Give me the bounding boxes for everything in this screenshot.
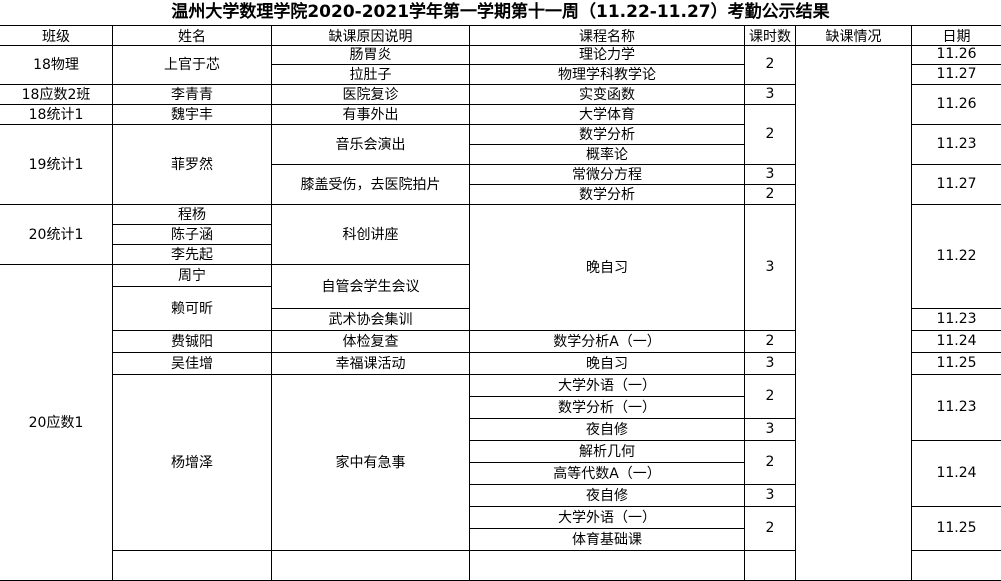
cell-reason[interactable]: 膝盖受伤，去医院拍片 xyxy=(272,164,470,205)
cell-date[interactable]: 11.22 xyxy=(912,204,1001,309)
cell-date[interactable]: 11.26 xyxy=(912,44,1001,65)
cell-name[interactable]: 上官于芯 xyxy=(113,44,272,85)
cell-hours[interactable]: 3 xyxy=(745,418,796,441)
cell-course[interactable]: 夜自修 xyxy=(470,484,745,507)
cell-hours[interactable]: 2 xyxy=(745,184,796,205)
cell-course[interactable]: 数学分析 xyxy=(470,184,745,205)
cell-absence[interactable] xyxy=(796,44,912,581)
cell-course[interactable]: 大学外语（一） xyxy=(470,374,745,397)
cell-class[interactable]: 18统计1 xyxy=(0,104,113,125)
cell-date[interactable]: 11.25 xyxy=(912,506,1001,551)
cell-class[interactable]: 18应数2班 xyxy=(0,84,113,105)
cell-date[interactable]: 11.23 xyxy=(912,308,1001,331)
cell-course[interactable]: 体育基础课 xyxy=(470,528,745,551)
cell-course[interactable]: 概率论 xyxy=(470,144,745,165)
cell-course[interactable]: 高等代数A（一） xyxy=(470,462,745,485)
cell-date[interactable]: 11.26 xyxy=(912,84,1001,125)
header-class[interactable]: 班级 xyxy=(0,25,113,46)
cell-date[interactable]: 11.25 xyxy=(912,352,1001,375)
cell-course[interactable]: 数学分析（一） xyxy=(470,396,745,419)
cell-reason[interactable]: 自管会学生会议 xyxy=(272,264,470,309)
cell-name[interactable]: 杨增泽 xyxy=(113,374,272,551)
cell-hours[interactable]: 3 xyxy=(745,84,796,105)
cell-date[interactable]: 11.24 xyxy=(912,330,1001,353)
header-name[interactable]: 姓名 xyxy=(113,25,272,46)
cell-name[interactable]: 吴佳增 xyxy=(113,352,272,375)
header-reason[interactable]: 缺课原因说明 xyxy=(272,25,470,46)
cell-name[interactable]: 魏宇丰 xyxy=(113,104,272,125)
cell-reason[interactable]: 幸福课活动 xyxy=(272,352,470,375)
header-course[interactable]: 课程名称 xyxy=(470,25,745,46)
cell-reason[interactable]: 科创讲座 xyxy=(272,204,470,265)
cell-course[interactable]: 常微分方程 xyxy=(470,164,745,185)
cell-hours[interactable]: 2 xyxy=(745,104,796,165)
cell-name[interactable]: 菲罗然 xyxy=(113,124,272,205)
cell-hours[interactable]: 2 xyxy=(745,506,796,551)
cell-hours[interactable]: 2 xyxy=(745,374,796,419)
cell-reason[interactable]: 医院复诊 xyxy=(272,84,470,105)
cell-class[interactable]: 20应数1 xyxy=(0,264,113,581)
cell-hours[interactable]: 2 xyxy=(745,44,796,85)
cell-date[interactable]: 11.24 xyxy=(912,440,1001,507)
cell-date[interactable]: 11.23 xyxy=(912,374,1001,441)
header-hours[interactable]: 课时数 xyxy=(745,25,796,46)
cell-name[interactable]: 周宁 xyxy=(113,264,272,287)
cell-course[interactable]: 晚自习 xyxy=(470,204,745,331)
header-absence[interactable]: 缺课情况 xyxy=(796,25,912,46)
attendance-table: 班级 姓名 缺课原因说明 课程名称 课时数 缺课情况 日期 18物理 18应数2班 18统计1 19… xyxy=(0,25,1001,581)
cell-course[interactable]: 解析几何 xyxy=(470,440,745,463)
cell-hours[interactable]: 3 xyxy=(745,484,796,507)
cell-hours[interactable]: 2 xyxy=(745,330,796,353)
cell-name[interactable]: 程杨 xyxy=(113,204,272,225)
cell-course[interactable]: 理论力学 xyxy=(470,44,745,65)
cell-course[interactable]: 大学外语（一） xyxy=(470,506,745,529)
cell-hours[interactable]: 2 xyxy=(745,440,796,485)
cell-name[interactable]: 李青青 xyxy=(113,84,272,105)
cell-course[interactable]: 数学分析 xyxy=(470,124,745,145)
cell-course[interactable]: 大学体育 xyxy=(470,104,745,125)
cell-reason[interactable]: 音乐会演出 xyxy=(272,124,470,165)
cell-name[interactable]: 李先起 xyxy=(113,244,272,265)
cell-course[interactable]: 夜自修 xyxy=(470,418,745,441)
cell-name[interactable]: 赖可昕 xyxy=(113,286,272,331)
cell-name[interactable]: 陈子涵 xyxy=(113,224,272,245)
cell-hours[interactable]: 3 xyxy=(745,204,796,331)
cell-name[interactable]: 费铖阳 xyxy=(113,330,272,353)
cell-class[interactable]: 18物理 xyxy=(0,44,113,85)
cell-class[interactable]: 20统计1 xyxy=(0,204,113,265)
cell-course[interactable]: 数学分析A（一） xyxy=(470,330,745,353)
cell-course[interactable]: 实变函数 xyxy=(470,84,745,105)
cell-hours[interactable]: 3 xyxy=(745,164,796,185)
cell-course[interactable]: 物理学科教学论 xyxy=(470,64,745,85)
sheet-title: 温州大学数理学院2020-2021学年第一学期第十一周（11.22-11.27）… xyxy=(171,2,830,22)
cell-reason[interactable]: 肠胃炎 xyxy=(272,44,470,65)
cell-date[interactable]: 11.27 xyxy=(912,164,1001,205)
cell-class[interactable]: 19统计1 xyxy=(0,124,113,205)
cell-course[interactable]: 晚自习 xyxy=(470,352,745,375)
cell-reason[interactable]: 有事外出 xyxy=(272,104,470,125)
cell-reason[interactable]: 体检复查 xyxy=(272,330,470,353)
header-date[interactable]: 日期 xyxy=(912,25,1001,46)
cell-date[interactable]: 11.27 xyxy=(912,64,1001,85)
cell-reason[interactable]: 家中有急事 xyxy=(272,374,470,551)
cell-date[interactable]: 11.23 xyxy=(912,124,1001,165)
cell-hours[interactable]: 3 xyxy=(745,352,796,375)
cell-reason[interactable]: 武术协会集训 xyxy=(272,308,470,331)
cell-reason[interactable]: 拉肚子 xyxy=(272,64,470,85)
